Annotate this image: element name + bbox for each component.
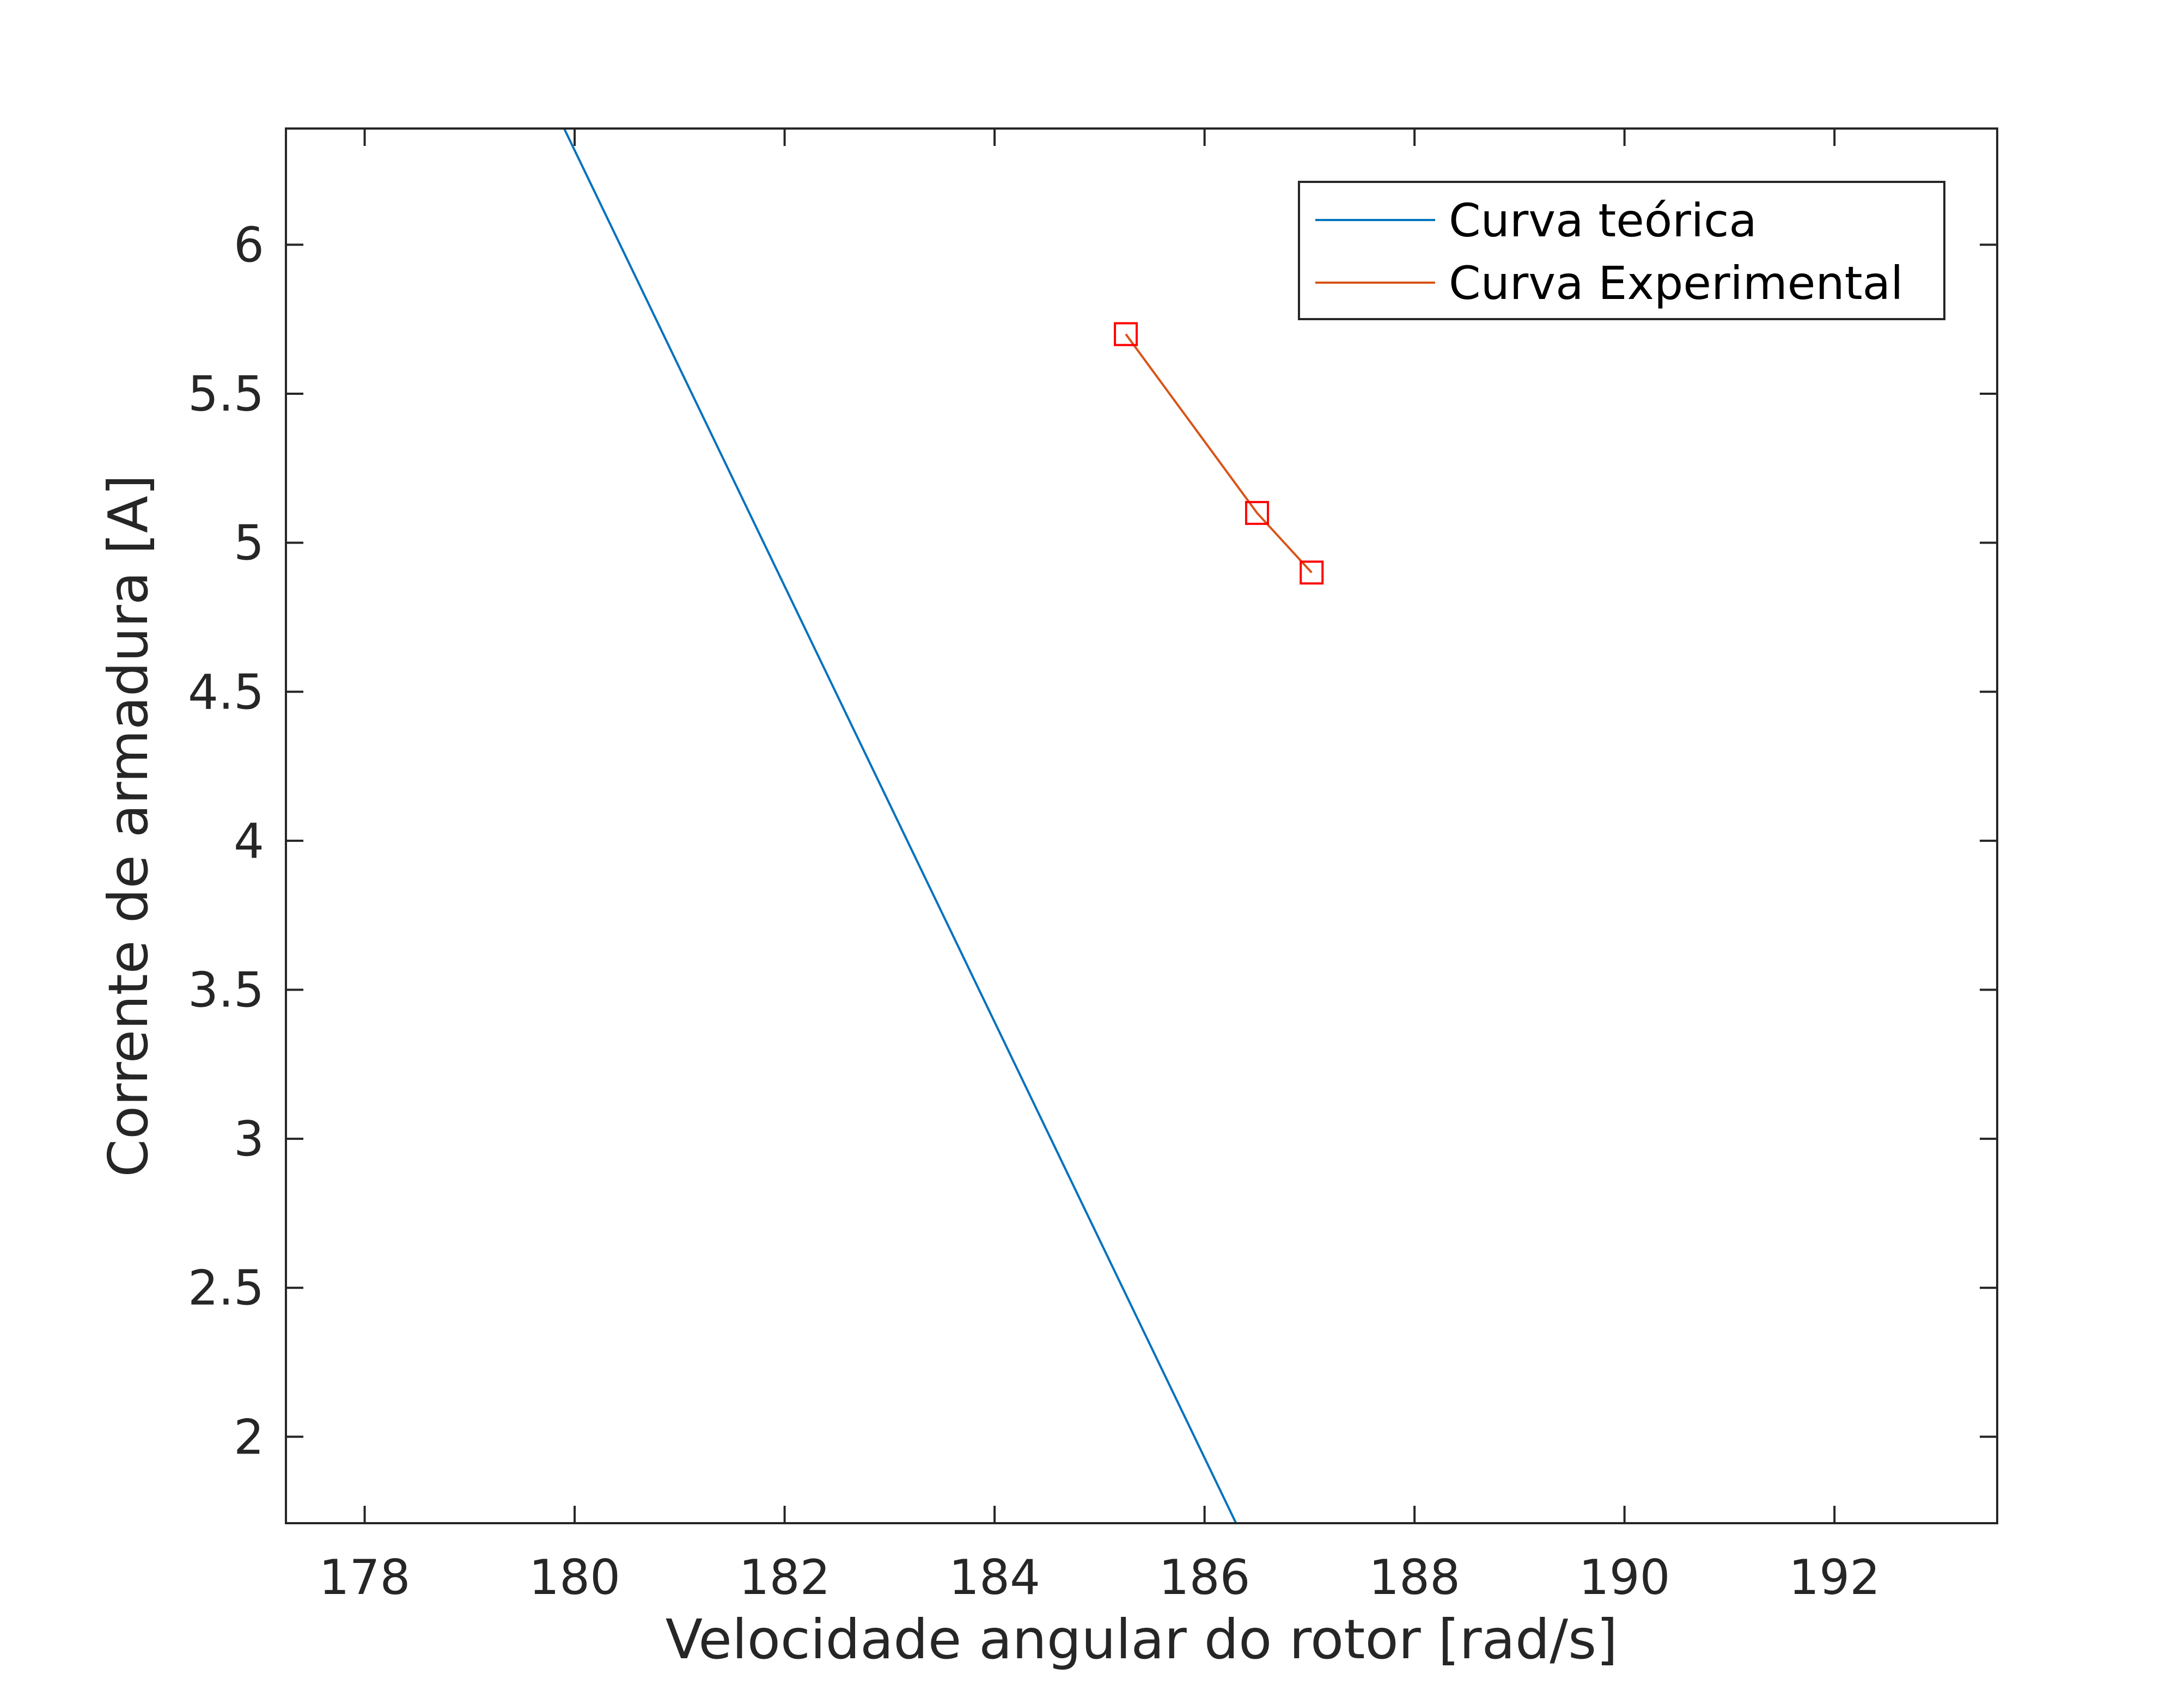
legend-box [1298,181,1945,320]
y-tick-label: 6 [234,217,264,273]
y-tick-label: 2.5 [188,1260,264,1316]
x-tick-label: 178 [319,1549,411,1605]
x-tick-label: 190 [1579,1549,1670,1605]
y-tick-label: 5.5 [188,366,264,422]
series-layer [563,129,1324,1523]
series-line-0 [563,129,1237,1523]
data-point-marker [1245,500,1270,525]
y-tick-label: 3 [234,1111,264,1167]
y-axis-label: Corrente de armadura [A] [96,474,160,1177]
y-tick-label: 4.5 [188,664,264,720]
plot-frame [285,127,1998,1524]
data-point-marker [1300,560,1324,585]
y-tick-label: 4 [234,813,264,869]
legend-label-curva-teorica: Curva teórica [1449,194,1757,247]
y-tick-label: 2 [234,1409,264,1465]
y-tick-label: 3.5 [188,962,264,1018]
plot-area [286,129,1997,1523]
x-tick-label: 182 [739,1549,831,1605]
series-line-1 [1125,333,1313,573]
x-axis-label: Velocidade angular do rotor [rad/s] [666,1608,1618,1671]
x-tick-label: 184 [949,1549,1040,1605]
legend-label-curva-experimental: Curva Experimental [1449,256,1903,310]
x-tick-label: 186 [1159,1549,1250,1605]
legend: Curva teórica Curva Experimental [1298,181,1945,320]
x-tick-label: 180 [529,1549,620,1605]
data-point-marker [1114,322,1138,346]
x-tick-label: 192 [1789,1549,1880,1605]
ticks-layer: 178 180 182 184 186 188 190 192 2 2.5 3 3.5 4 4.5 5 5.5… [188,129,1997,1605]
x-tick-label: 188 [1369,1549,1460,1605]
y-tick-label: 5 [234,515,264,571]
